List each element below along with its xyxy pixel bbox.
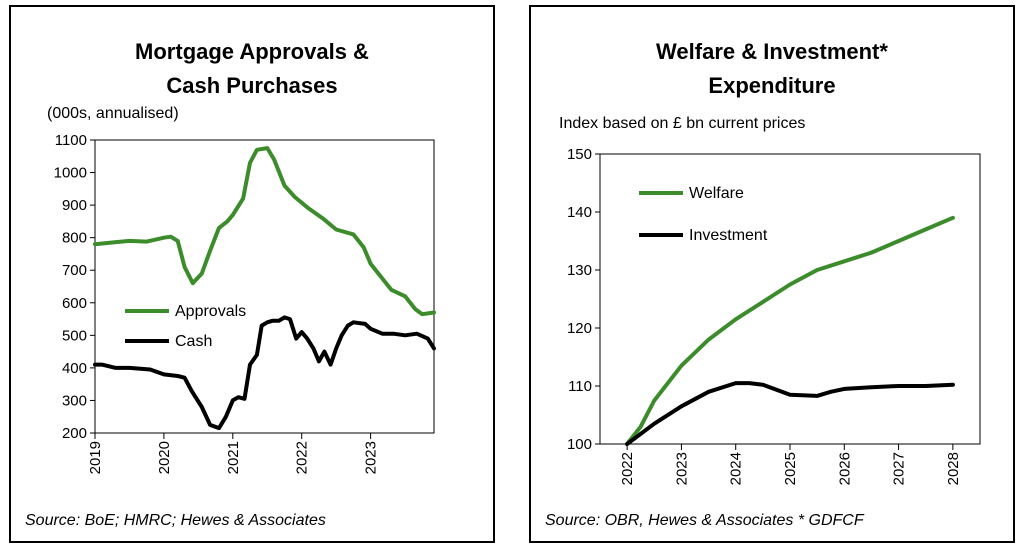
source-note: Source: OBR, Hewes & Associates * GDFCF xyxy=(545,512,864,529)
y-tick-label: 400 xyxy=(62,360,87,377)
chart-panel-welfare: Welfare & Investment* Expenditure Index … xyxy=(529,5,1015,543)
plot-area xyxy=(94,139,435,434)
x-tick-label: 2020 xyxy=(156,441,173,474)
y-tick-label: 600 xyxy=(62,295,87,312)
legend-label-approvals: Approvals xyxy=(175,303,246,320)
y-tick-label: 700 xyxy=(62,262,87,279)
series-line-welfare xyxy=(625,215,955,446)
y-tick-label: 200 xyxy=(62,425,87,442)
y-tick-label: 1100 xyxy=(55,132,87,149)
series-line-cash xyxy=(93,315,436,431)
x-tick-label: 2022 xyxy=(294,441,311,474)
chart-title: Mortgage Approvals & Cash Purchases xyxy=(135,39,369,98)
x-tick-label: 2024 xyxy=(728,452,745,485)
y-tick-label: 120 xyxy=(567,320,592,337)
x-tick-label: 2026 xyxy=(836,452,853,485)
legend-label-welfare: Welfare xyxy=(689,185,744,202)
series-line-approvals xyxy=(93,146,436,317)
y-tick-label: 150 xyxy=(567,146,592,163)
y-tick-label: 100 xyxy=(567,436,592,453)
x-tick-label: 2019 xyxy=(87,441,104,474)
y-tick-label: 900 xyxy=(62,197,87,214)
chart-panel-mortgage: Mortgage Approvals & Cash Purchases (000… xyxy=(9,5,495,543)
chart-title: Welfare & Investment* Expenditure xyxy=(656,39,888,98)
x-tick-label: 2027 xyxy=(891,452,908,485)
x-tick-label: 2021 xyxy=(225,441,242,474)
y-tick-label: 800 xyxy=(62,230,87,247)
x-tick-label: 2022 xyxy=(619,452,636,485)
x-tick-label: 2025 xyxy=(782,452,799,485)
series-line-investment xyxy=(625,381,955,446)
y-tick-label: 300 xyxy=(62,392,87,409)
mortgage-chart: 200 300 400 500 600 700 800 900 1000 1100 2019 2020… xyxy=(54,132,436,474)
x-tick-label: 2023 xyxy=(363,441,380,474)
legend-label-investment: Investment xyxy=(689,227,768,244)
y-tick-label: 140 xyxy=(567,204,592,221)
plot-area xyxy=(599,153,981,445)
unit-label: Index based on £ bn current prices xyxy=(559,115,806,132)
y-tick-label: 110 xyxy=(568,378,592,395)
x-tick-label: 2028 xyxy=(945,452,962,485)
legend-label-cash: Cash xyxy=(175,333,212,350)
y-tick-label: 500 xyxy=(62,327,87,344)
welfare-chart: 100 110 120 130 140 150 2022 2023 2024 2025 2026 20… xyxy=(567,146,981,485)
source-note: Source: BoE; HMRC; Hewes & Associates xyxy=(25,512,326,529)
y-tick-label: 130 xyxy=(567,262,592,279)
x-tick-label: 2023 xyxy=(673,452,690,485)
y-tick-label: 1000 xyxy=(54,165,87,182)
unit-label: (000s, annualised) xyxy=(47,105,179,122)
